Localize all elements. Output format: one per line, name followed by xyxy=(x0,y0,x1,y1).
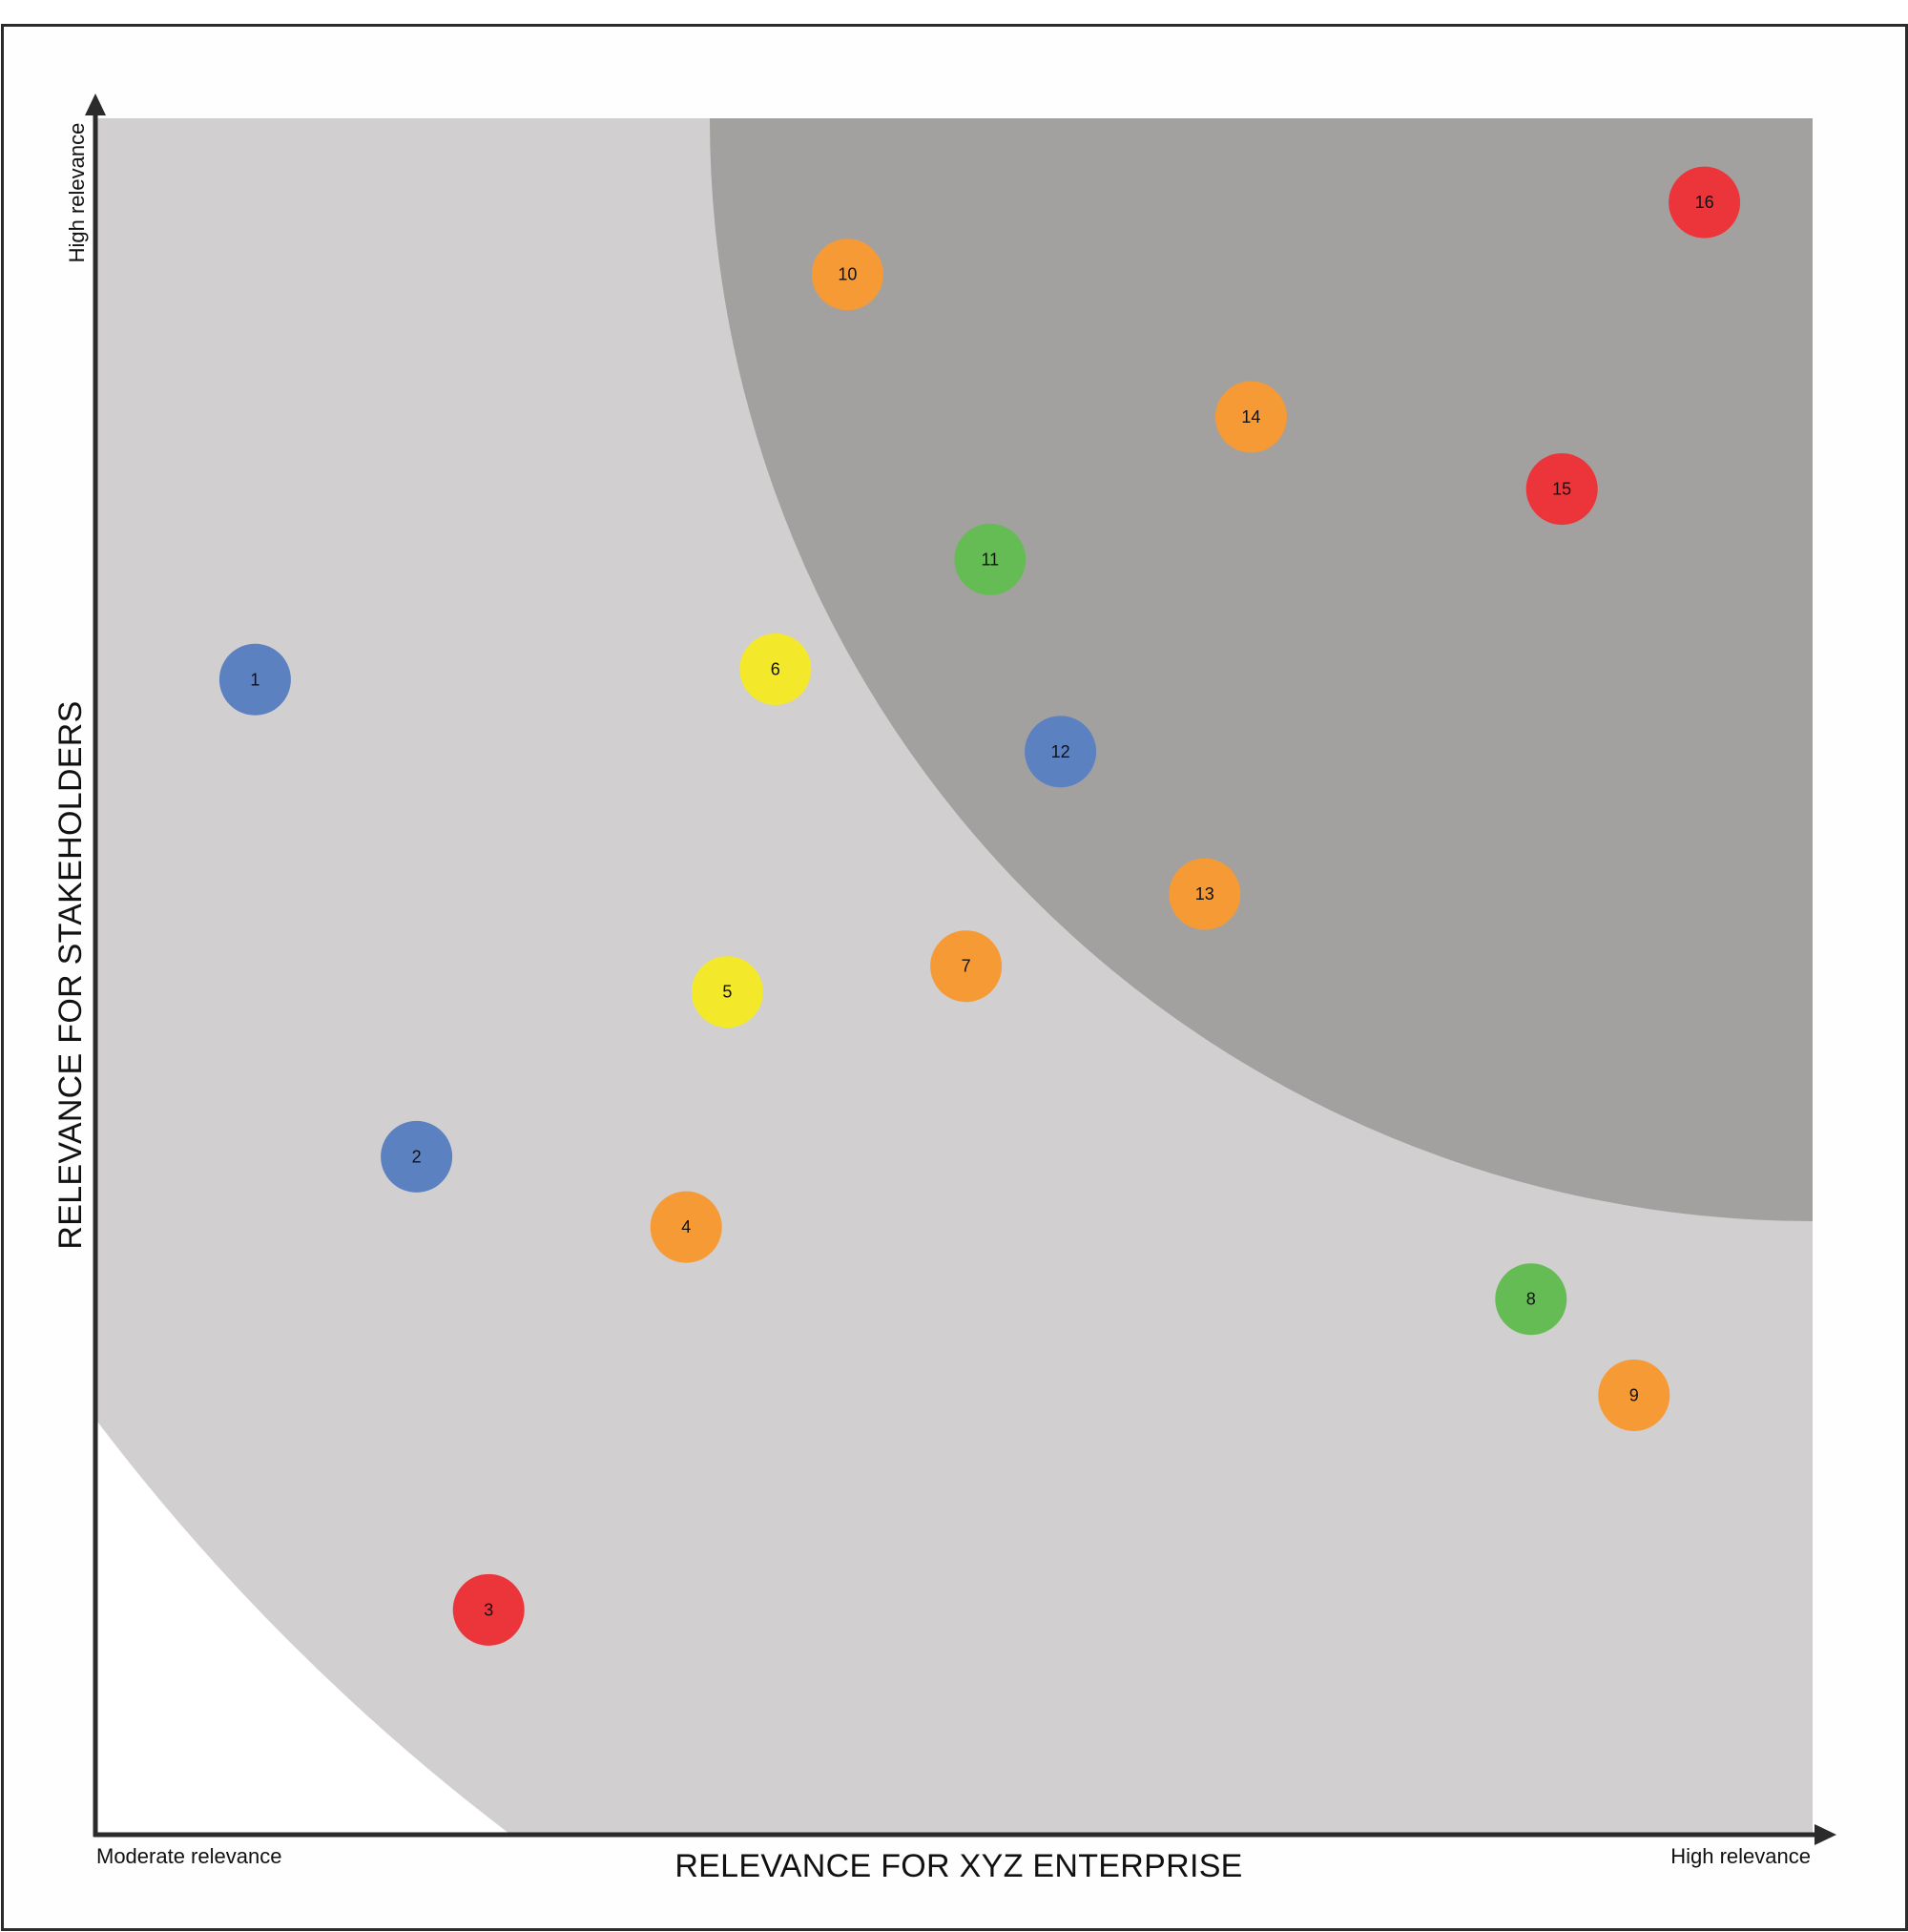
bubble-label: 1 xyxy=(250,670,259,689)
bubble-label: 3 xyxy=(484,1600,493,1619)
y-axis-arrow-icon xyxy=(85,93,106,115)
bubble-label: 9 xyxy=(1629,1385,1639,1404)
bubble-label: 11 xyxy=(981,550,999,569)
data-point-13: 13 xyxy=(1169,858,1241,930)
data-point-16: 16 xyxy=(1669,166,1741,239)
data-point-7: 7 xyxy=(930,930,1003,1003)
data-point-11: 11 xyxy=(954,523,1027,595)
bubble-marker xyxy=(954,523,1027,595)
bubble-label: 10 xyxy=(838,265,857,284)
x-axis-title: RELEVANCE FOR XYZ ENTERPRISE xyxy=(674,1848,1243,1884)
bubble-label: 14 xyxy=(1241,407,1260,426)
bubble-marker xyxy=(1169,858,1241,930)
bubble-label: 12 xyxy=(1051,742,1070,761)
bubble-marker xyxy=(1669,166,1741,239)
bubble-label: 2 xyxy=(412,1147,422,1166)
y-axis-high-label: High relevance xyxy=(65,122,89,263)
x-axis-arrow-icon xyxy=(1815,1824,1836,1845)
data-point-6: 6 xyxy=(739,633,812,705)
data-point-12: 12 xyxy=(1025,716,1097,788)
bubble-marker xyxy=(650,1191,722,1263)
bubble-label: 5 xyxy=(722,983,732,1002)
x-axis-high-label: High relevance xyxy=(1670,1844,1811,1868)
data-point-4: 4 xyxy=(650,1191,722,1263)
bubble-marker xyxy=(811,239,883,311)
bubble-label: 6 xyxy=(771,659,780,678)
bubble-marker xyxy=(1214,381,1287,453)
bubble-marker xyxy=(1495,1263,1567,1336)
bubble-label: 13 xyxy=(1195,884,1214,904)
data-point-15: 15 xyxy=(1525,453,1598,526)
bubble-marker xyxy=(1525,453,1598,526)
bubble-marker xyxy=(452,1573,525,1646)
zone-high xyxy=(710,118,1813,1221)
bubble-marker xyxy=(930,930,1003,1003)
bubble-marker xyxy=(1598,1359,1670,1431)
bubble-label: 7 xyxy=(962,957,971,976)
bubble-marker xyxy=(218,643,291,716)
data-point-10: 10 xyxy=(811,239,883,311)
data-point-3: 3 xyxy=(452,1573,525,1646)
data-point-5: 5 xyxy=(691,956,763,1028)
y-axis-title: RELEVANCE FOR STAKEHOLDERS xyxy=(52,700,89,1250)
bubble-label: 8 xyxy=(1526,1290,1536,1309)
bubble-marker xyxy=(381,1120,453,1193)
data-point-14: 14 xyxy=(1214,381,1287,453)
data-point-2: 2 xyxy=(381,1120,453,1193)
bubble-marker xyxy=(739,633,812,705)
x-axis-low-label: Moderate relevance xyxy=(96,1844,282,1868)
bubble-label: 15 xyxy=(1552,480,1571,499)
data-point-8: 8 xyxy=(1495,1263,1567,1336)
data-point-9: 9 xyxy=(1598,1359,1670,1431)
data-point-1: 1 xyxy=(218,643,291,716)
bubble-label: 16 xyxy=(1695,193,1714,212)
bubble-marker xyxy=(1025,716,1097,788)
bubble-label: 4 xyxy=(681,1217,691,1236)
bubble-marker xyxy=(691,956,763,1028)
